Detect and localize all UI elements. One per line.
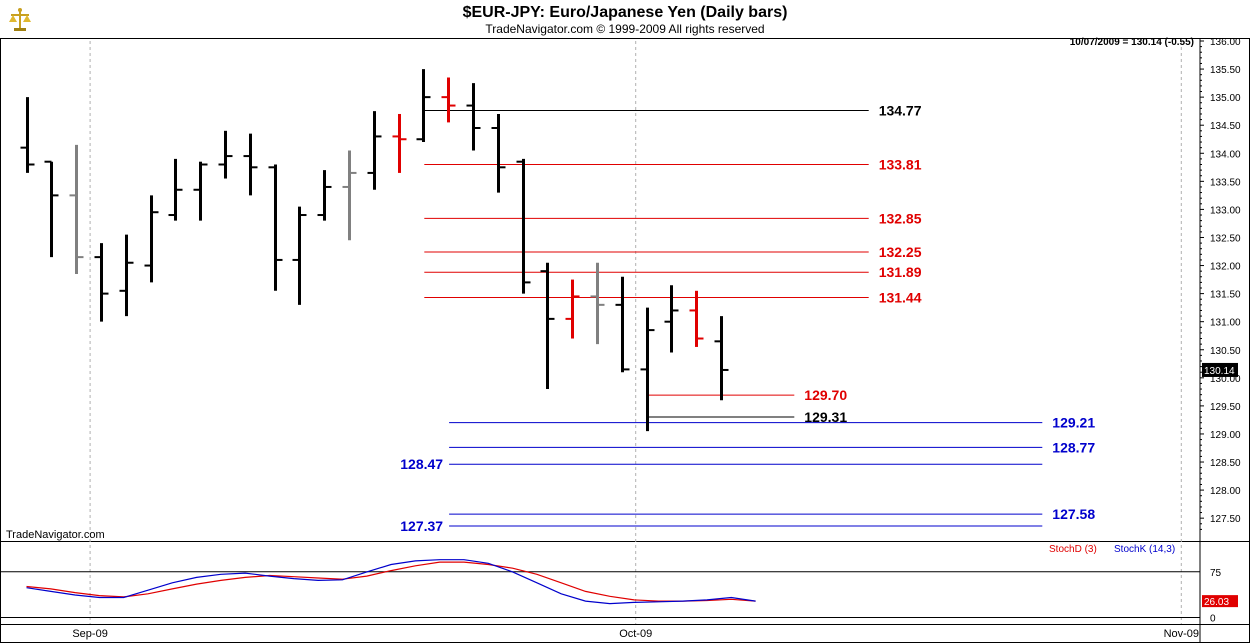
level-label: 132.85 [879, 210, 922, 226]
price-tick-label: 129.50 [1210, 402, 1241, 413]
stoch-k-legend: StochK (14,3) [1114, 544, 1176, 555]
price-tick-label: 134.00 [1210, 149, 1241, 160]
level-label: 128.77 [1052, 439, 1095, 455]
price-tick-label: 129.00 [1210, 430, 1241, 441]
stoch-d-legend: StochD (3) [1049, 544, 1097, 555]
level-label: 127.58 [1052, 506, 1095, 522]
stoch-line[interactable] [26, 559, 756, 605]
price-tick-label: 132.50 [1210, 233, 1241, 244]
level-label: 129.31 [804, 409, 847, 425]
price-tick-label: 130.00 [1210, 374, 1241, 385]
level-label: 128.47 [400, 456, 443, 472]
price-tick-label: 128.50 [1210, 458, 1241, 469]
level-label: 131.44 [879, 289, 922, 305]
price-tick-label: 130.50 [1210, 346, 1241, 357]
price-tick-label: 127.50 [1210, 514, 1241, 525]
price-tick-label: 135.50 [1210, 65, 1241, 76]
chart-title: $EUR-JPY: Euro/Japanese Yen (Daily bars) [462, 4, 788, 21]
chart-subtitle: TradeNavigator.com © 1999-2009 All right… [485, 22, 765, 36]
date-tick-label: Oct-09 [619, 628, 652, 640]
price-tick-label: 133.50 [1210, 177, 1241, 188]
date-tick-label: Sep-09 [72, 628, 107, 640]
level-label: 129.70 [804, 387, 847, 403]
level-label: 127.37 [400, 518, 443, 534]
price-tick-label: 131.00 [1210, 318, 1241, 329]
last-price-label: 130.14 [1204, 366, 1235, 377]
date-tick-label: Nov-09 [1164, 628, 1199, 640]
level-label: 132.25 [879, 244, 922, 260]
price-tick-label: 134.50 [1210, 121, 1241, 132]
level-label: 131.89 [879, 264, 922, 280]
price-tick-label: 128.00 [1210, 486, 1241, 497]
stoch-tick-label: 75 [1210, 568, 1222, 579]
stoch-last-marker [1202, 595, 1238, 608]
price-tick-label: 132.00 [1210, 262, 1241, 273]
scales-logo-icon [6, 6, 34, 39]
price-tick-label: 133.00 [1210, 205, 1241, 216]
watermark: TradeNavigator.com [6, 529, 105, 541]
price-tick-label: 135.00 [1210, 93, 1241, 104]
level-label: 129.21 [1052, 415, 1095, 431]
last-price-marker [1202, 362, 1238, 377]
stoch-line[interactable] [26, 561, 756, 602]
level-label: 134.77 [879, 103, 922, 119]
last-quote: 10/07/2009 = 130.14 (-0.55) [1069, 37, 1194, 48]
stoch-tick-label: 0 [1210, 614, 1216, 625]
price-tick-label: 131.50 [1210, 290, 1241, 301]
price-tick-label: 136.00 [1210, 37, 1241, 48]
stoch-last-label: 26.03 [1204, 597, 1229, 608]
level-label: 133.81 [879, 156, 922, 172]
